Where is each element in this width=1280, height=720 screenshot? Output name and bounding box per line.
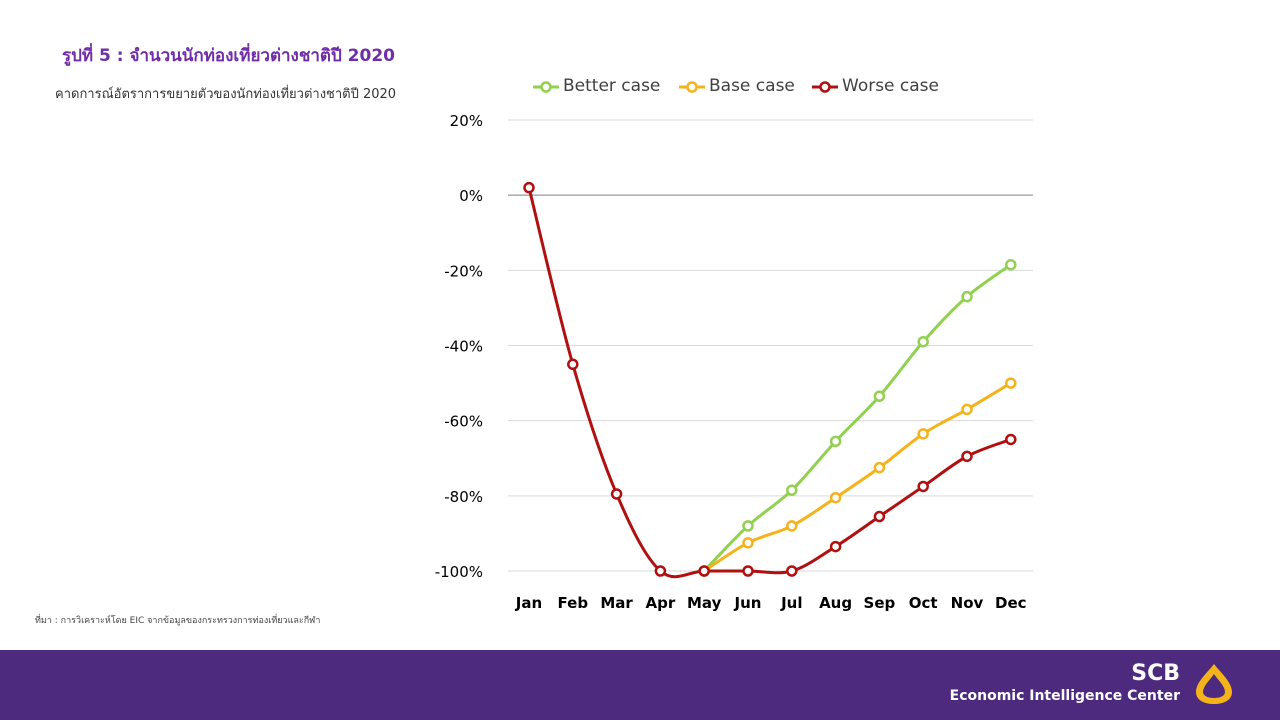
chart-title: รูปที่ 5 : จำนวนนักท่องเที่ยวต่างชาติปี …: [62, 46, 395, 66]
data-point-worse: [786, 565, 798, 577]
data-point-better: [786, 484, 798, 496]
data-point-base: [1005, 377, 1017, 389]
x-tick-label: Aug: [819, 594, 852, 612]
legend-label: Base case: [709, 76, 795, 96]
x-tick-label: Jul: [780, 594, 802, 612]
data-point-worse: [523, 181, 535, 194]
data-point-worse: [742, 565, 754, 577]
series-line-better: [702, 263, 1013, 573]
brand-block: SCB Economic Intelligence Center: [950, 662, 1180, 706]
data-point-worse: [961, 450, 973, 463]
y-tick-label: -20%: [444, 262, 483, 280]
data-point-better: [873, 390, 886, 402]
x-tick-label: Jan: [515, 594, 542, 612]
data-point-worse: [917, 480, 929, 493]
series-line-worse: [527, 186, 1013, 579]
data-point-base: [961, 403, 973, 416]
scb-logo-icon: [1196, 664, 1232, 704]
data-point-worse: [698, 565, 710, 577]
legend-swatch-marker: [819, 81, 831, 93]
legend-label: Better case: [563, 76, 660, 96]
data-point-better: [917, 335, 929, 348]
legend-label: Worse case: [842, 76, 939, 96]
y-tick-label: 0%: [459, 187, 483, 205]
data-point-better: [742, 520, 754, 532]
y-tick-label: -40%: [444, 338, 483, 356]
brand-name: SCB: [1131, 661, 1180, 686]
y-tick-label: -60%: [444, 413, 483, 431]
data-point-better: [961, 290, 973, 303]
legend-swatch-marker: [686, 81, 698, 93]
chart-subtitle: คาดการณ์อัตราการขยายตัวของนักท่องเที่ยวต…: [55, 87, 397, 102]
data-point-better: [829, 435, 842, 448]
x-tick-label: Dec: [995, 594, 1027, 612]
x-tick-label: May: [687, 594, 722, 612]
legend-item-worse: Worse case: [812, 76, 939, 96]
x-tick-label: Sep: [864, 594, 896, 612]
x-tick-label: Feb: [558, 594, 589, 612]
legend-item-base: Base case: [679, 76, 795, 96]
footer-bar: [0, 650, 1280, 720]
legend-item-better: Better case: [533, 76, 660, 96]
source-note: ที่มา : การวิเคราะห์โดย EIC จากข้อมูลของ…: [35, 616, 321, 626]
data-point-base: [873, 461, 886, 474]
x-tick-label: Apr: [646, 594, 676, 612]
data-point-worse: [567, 358, 579, 371]
y-tick-label: 20%: [450, 112, 483, 130]
x-tick-label: Nov: [951, 594, 984, 612]
legend-swatch-marker: [540, 81, 552, 93]
data-point-worse: [1005, 433, 1017, 446]
data-point-base: [786, 520, 798, 532]
data-point-worse: [610, 488, 623, 500]
data-point-base: [742, 537, 754, 549]
x-tick-label: Oct: [909, 594, 938, 612]
data-point-base: [917, 428, 929, 440]
line-chart: 20% 0% -20% -40% -60% -80% -100% Jan Feb Mar Apr Ma…: [435, 76, 1033, 612]
data-point-worse: [654, 565, 667, 577]
x-tick-label: Jun: [734, 594, 762, 612]
x-tick-label: Mar: [600, 594, 633, 612]
data-point-worse: [829, 540, 842, 553]
y-tick-label: -100%: [435, 563, 483, 581]
data-point-better: [1005, 258, 1017, 271]
brand-subtitle: Economic Intelligence Center: [949, 688, 1180, 704]
y-tick-label: -80%: [444, 488, 483, 506]
data-point-base: [829, 491, 842, 504]
data-point-worse: [873, 510, 886, 523]
